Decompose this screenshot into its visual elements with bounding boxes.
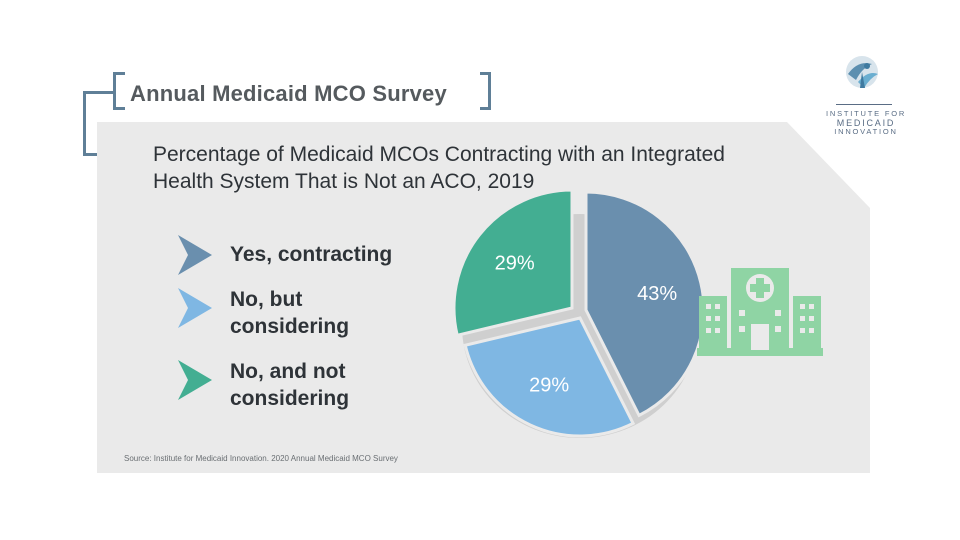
bracket-right-top — [480, 72, 491, 75]
hospital-icon — [697, 268, 823, 356]
source-note: Source: Institute for Medicaid Innovatio… — [124, 454, 398, 463]
bracket-left-vertical — [113, 72, 116, 110]
pie-slice — [584, 190, 706, 418]
legend-label: No, and not considering — [230, 360, 350, 410]
survey-title: Annual Medicaid MCO Survey — [130, 81, 447, 106]
logo-line-2: MEDICAID — [836, 118, 896, 128]
logo-text: INSTITUTE FOR MEDICAID INNOVATION — [826, 110, 906, 136]
legend-arrow-icon — [178, 360, 212, 400]
bracket-right-vertical — [488, 72, 491, 110]
legend-arrow-icon — [178, 235, 212, 275]
pie-slice — [463, 316, 636, 438]
logo-line-3: INNOVATION — [834, 127, 898, 136]
frame-connector-vertical — [83, 91, 86, 156]
institute-logo-icon — [836, 56, 892, 105]
pie-data-label: 29% — [529, 374, 569, 396]
bracket-left-top — [113, 72, 125, 75]
legend-item-no-considering: No, but considering — [176, 286, 380, 340]
legend-arrow-icon — [178, 288, 212, 328]
pie-chart: 43% 29% 29% — [452, 188, 706, 438]
frame-connector-horizontal — [83, 91, 113, 94]
bracket-left-bottom — [113, 107, 125, 110]
legend-label: Yes, contracting — [230, 243, 393, 266]
bracket-right-bottom — [480, 107, 491, 110]
logo-line-1: INSTITUTE FOR — [826, 109, 907, 118]
pie-slice — [452, 188, 574, 338]
chart-title: Percentage of Medicaid MCOs Contracting … — [153, 143, 725, 193]
legend-item-yes: Yes, contracting — [176, 233, 392, 277]
pie-data-label: 43% — [637, 283, 677, 305]
legend-item-no-not-considering: No, and not considering — [176, 358, 380, 412]
pie-data-label: 29% — [495, 253, 535, 275]
legend-label: No, but considering — [230, 288, 350, 338]
